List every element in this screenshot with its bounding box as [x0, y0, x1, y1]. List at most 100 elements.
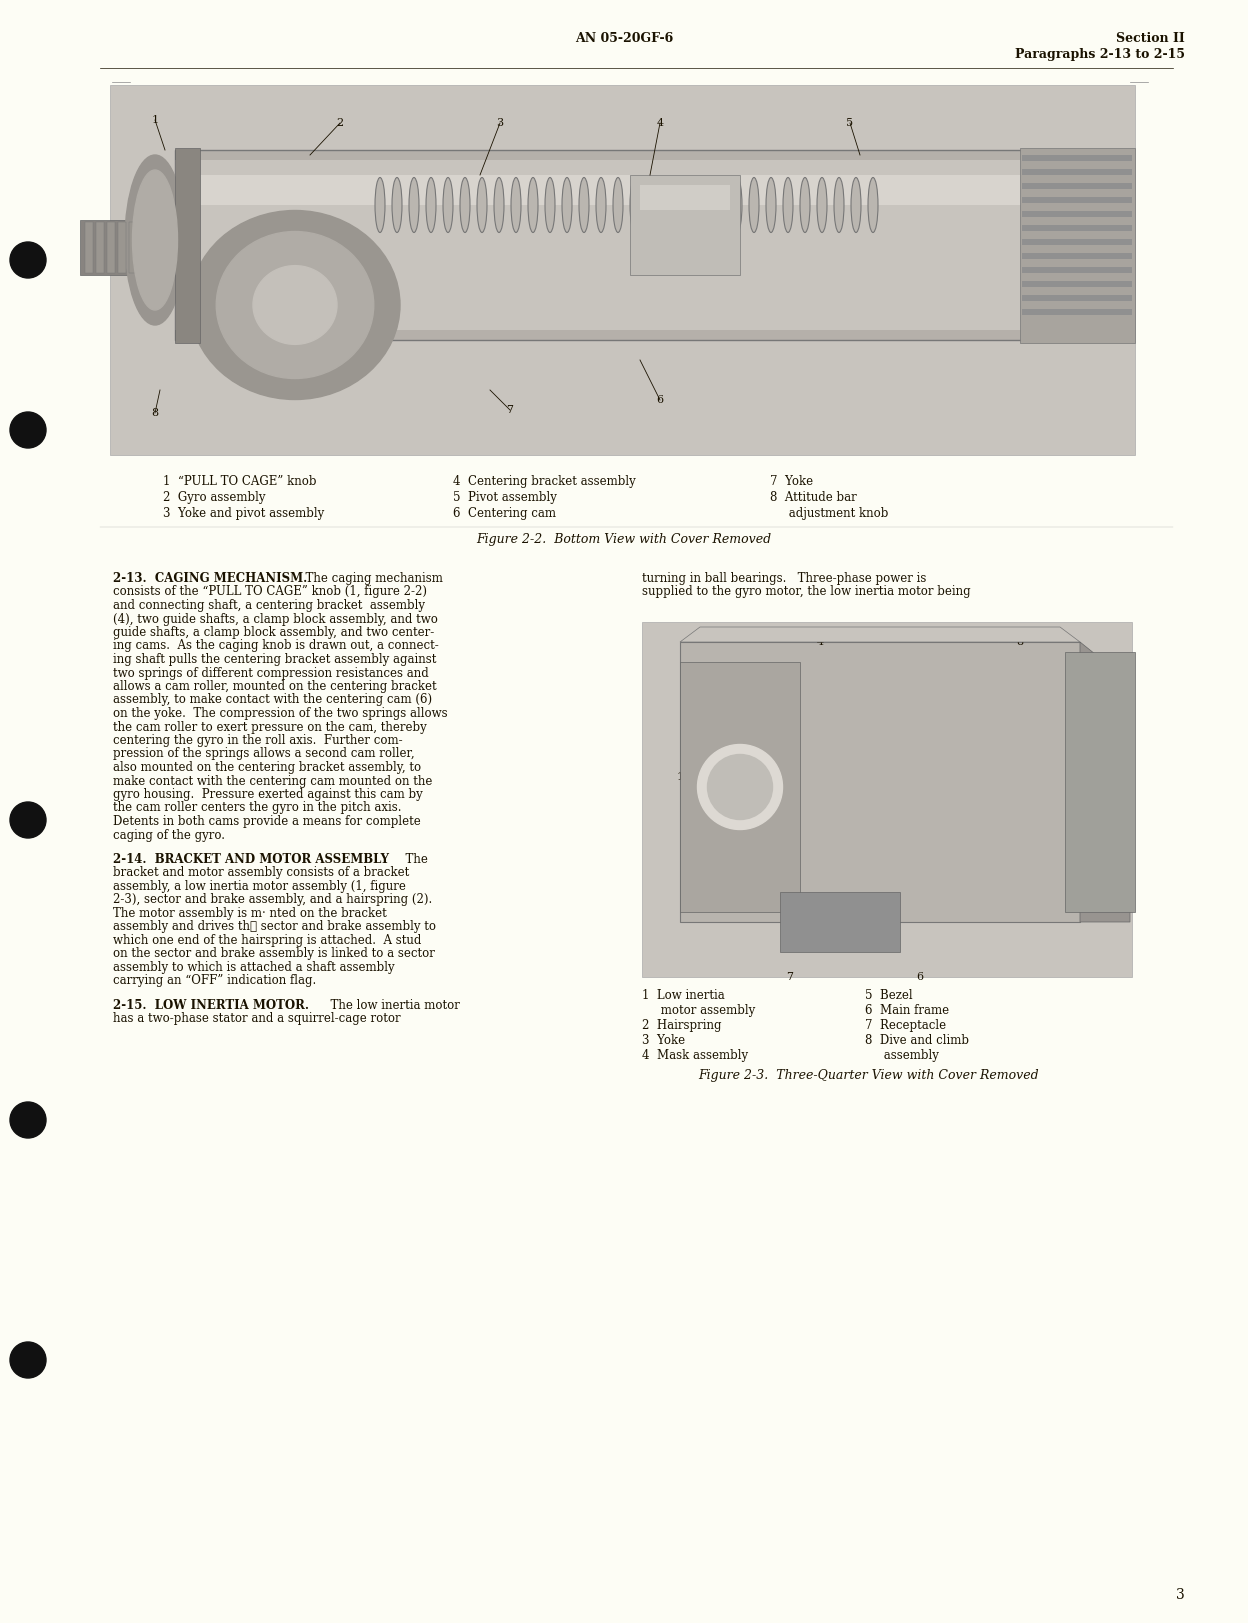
Ellipse shape: [216, 232, 373, 378]
Text: 1: 1: [676, 773, 684, 782]
Ellipse shape: [817, 177, 827, 232]
Text: caging of the gyro.: caging of the gyro.: [114, 828, 225, 841]
Ellipse shape: [510, 177, 520, 232]
Bar: [107, 222, 115, 273]
Polygon shape: [680, 626, 1080, 643]
Ellipse shape: [579, 177, 589, 232]
Bar: [1022, 308, 1132, 315]
Text: gyro housing.  Pressure exerted against this cam by: gyro housing. Pressure exerted against t…: [114, 789, 423, 802]
Text: 5: 5: [1102, 787, 1108, 797]
Text: centering the gyro in the roll axis.  Further com-: centering the gyro in the roll axis. Fur…: [114, 734, 403, 747]
Ellipse shape: [253, 266, 337, 344]
Bar: [1022, 226, 1132, 230]
Text: 4: 4: [816, 636, 824, 648]
Text: 1  Low inertia: 1 Low inertia: [641, 988, 725, 1001]
Bar: [1020, 148, 1134, 342]
Ellipse shape: [597, 177, 607, 232]
Text: 6: 6: [916, 972, 924, 982]
Text: 3: 3: [716, 682, 724, 691]
Text: Detents in both cams provide a means for complete: Detents in both cams provide a means for…: [114, 815, 421, 828]
Bar: [1022, 169, 1132, 175]
Ellipse shape: [461, 177, 470, 232]
Circle shape: [10, 802, 46, 837]
Text: 3  Yoke: 3 Yoke: [641, 1034, 685, 1047]
Ellipse shape: [494, 177, 504, 232]
Text: assembly and drives th‧ sector and brake assembly to: assembly and drives th‧ sector and brake…: [114, 920, 436, 933]
Bar: [85, 222, 94, 273]
Text: The: The: [398, 852, 428, 865]
Text: 6: 6: [656, 394, 664, 406]
Text: bracket and motor assembly consists of a bracket: bracket and motor assembly consists of a…: [114, 867, 409, 880]
Text: 1  “PULL TO CAGE” knob: 1 “PULL TO CAGE” knob: [163, 476, 317, 489]
Bar: [1022, 183, 1132, 188]
Text: 2-14.  BRACKET AND MOTOR ASSEMBLY: 2-14. BRACKET AND MOTOR ASSEMBLY: [114, 852, 389, 865]
Text: assembly to which is attached a shaft assembly: assembly to which is attached a shaft as…: [114, 961, 394, 974]
Text: assembly, to make contact with the centering cam (6): assembly, to make contact with the cente…: [114, 693, 432, 706]
Bar: [175, 161, 1060, 329]
Ellipse shape: [664, 177, 674, 232]
Text: motor assembly: motor assembly: [641, 1005, 755, 1018]
Text: allows a cam roller, mounted on the centering bracket: allows a cam roller, mounted on the cent…: [114, 680, 437, 693]
Text: 1: 1: [151, 115, 158, 125]
Text: carrying an “OFF” indication flag.: carrying an “OFF” indication flag.: [114, 974, 316, 987]
Text: 3: 3: [1177, 1587, 1186, 1602]
Ellipse shape: [698, 177, 708, 232]
Text: on the sector and brake assembly is linked to a sector: on the sector and brake assembly is link…: [114, 948, 434, 961]
Text: assembly: assembly: [865, 1048, 938, 1061]
Text: pression of the springs allows a second cam roller,: pression of the springs allows a second …: [114, 748, 414, 761]
Bar: [1022, 156, 1132, 161]
Bar: [1022, 253, 1132, 260]
Ellipse shape: [800, 177, 810, 232]
Ellipse shape: [766, 177, 776, 232]
Ellipse shape: [733, 177, 743, 232]
Text: the cam roller centers the gyro in the pitch axis.: the cam roller centers the gyro in the p…: [114, 802, 402, 815]
Text: The motor assembly is m· nted on the bracket: The motor assembly is m· nted on the bra…: [114, 907, 387, 920]
Ellipse shape: [528, 177, 538, 232]
Ellipse shape: [374, 177, 384, 232]
Text: (4), two guide shafts, a clamp block assembly, and two: (4), two guide shafts, a clamp block ass…: [114, 612, 438, 625]
Text: make contact with the centering cam mounted on the: make contact with the centering cam moun…: [114, 774, 432, 787]
Bar: [1022, 196, 1132, 203]
Bar: [175, 175, 1060, 204]
Text: The low inertia motor: The low inertia motor: [323, 998, 459, 1011]
Bar: [641, 622, 1132, 977]
Bar: [680, 662, 800, 912]
Text: 3  Yoke and pivot assembly: 3 Yoke and pivot assembly: [163, 506, 324, 519]
Bar: [151, 222, 158, 273]
Bar: [1022, 268, 1132, 273]
Text: 4  Centering bracket assembly: 4 Centering bracket assembly: [453, 476, 635, 489]
Text: 5  Pivot assembly: 5 Pivot assembly: [453, 492, 557, 505]
Ellipse shape: [477, 177, 487, 232]
Bar: [129, 222, 137, 273]
Text: Figure 2-2.  Bottom View with Cover Removed: Figure 2-2. Bottom View with Cover Remov…: [477, 532, 771, 545]
Text: 7: 7: [786, 972, 794, 982]
Ellipse shape: [426, 177, 436, 232]
Bar: [1022, 239, 1132, 245]
Ellipse shape: [545, 177, 555, 232]
Circle shape: [10, 1102, 46, 1138]
Ellipse shape: [132, 170, 177, 310]
Ellipse shape: [125, 156, 185, 325]
Bar: [640, 185, 730, 209]
Ellipse shape: [869, 177, 879, 232]
Text: 2: 2: [337, 118, 343, 128]
Ellipse shape: [782, 177, 792, 232]
Ellipse shape: [392, 177, 402, 232]
Text: 2-3), sector and brake assembly, and a hairspring (2).: 2-3), sector and brake assembly, and a h…: [114, 893, 432, 906]
Ellipse shape: [834, 177, 844, 232]
Text: Figure 2-3.  Three-Quarter View with Cover Removed: Figure 2-3. Three-Quarter View with Cove…: [698, 1070, 1038, 1083]
Bar: [162, 222, 170, 273]
Bar: [1022, 281, 1132, 287]
Bar: [780, 893, 900, 953]
Circle shape: [10, 242, 46, 278]
Ellipse shape: [708, 755, 773, 820]
Bar: [110, 84, 1134, 454]
Bar: [175, 148, 200, 342]
Bar: [119, 222, 126, 273]
Text: 5: 5: [846, 118, 854, 128]
Text: 2: 2: [696, 722, 704, 732]
Bar: [80, 221, 180, 274]
Bar: [630, 175, 740, 274]
Text: Section II: Section II: [1116, 32, 1186, 45]
Text: 7: 7: [507, 406, 513, 415]
